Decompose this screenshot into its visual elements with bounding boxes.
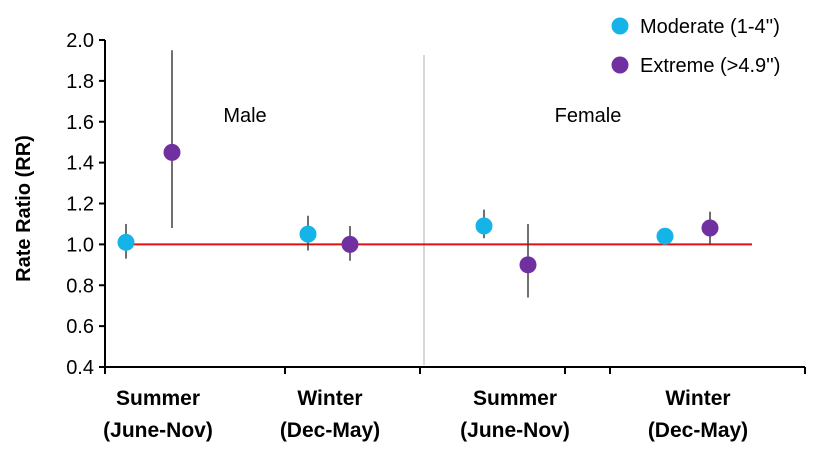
x-category-sublabel: (Dec-May): [648, 419, 748, 442]
x-category-label: Summer: [116, 387, 200, 410]
y-tick-label: 1.6: [66, 112, 94, 134]
x-category-sublabel: (Dec-May): [280, 419, 380, 442]
data-point: [475, 217, 493, 235]
x-category-label: Winter: [665, 387, 730, 410]
y-tick-label: 1.2: [66, 194, 94, 216]
data-point: [656, 227, 674, 245]
panel-label: Female: [555, 105, 622, 127]
legend-label: Moderate (1-4''): [640, 16, 780, 38]
legend-marker: [611, 17, 629, 35]
error-bars: [125, 50, 711, 298]
labels: Summer (June-Nov) Winter (Dec-May) Summer (Ju…: [103, 105, 748, 442]
data-point: [117, 233, 135, 251]
y-tick-label: 1.8: [66, 71, 94, 93]
axes: 0.4 0.6 0.8 1.0 1.2 1.4 1.6 1.8 2.0 Rate Ratio (R…: [13, 30, 806, 379]
y-tick-label: 0.4: [66, 357, 94, 379]
y-tick-label: 1.0: [66, 234, 94, 256]
y-tick-label: 1.4: [66, 153, 94, 175]
data-point: [519, 256, 537, 274]
data-point: [341, 235, 359, 253]
x-category-label: Summer: [473, 387, 557, 410]
data-point: [299, 225, 317, 243]
y-tick-label: 2.0: [66, 30, 94, 52]
y-tick-label: 0.6: [66, 316, 94, 338]
legend: Moderate (1-4'') Extreme (>4.9''): [611, 16, 780, 77]
data-point: [701, 219, 719, 237]
x-category-label: Winter: [297, 387, 362, 410]
data-point: [163, 143, 181, 161]
data-points: [117, 143, 719, 274]
panel-label: Male: [223, 105, 266, 127]
x-category-sublabel: (June-Nov): [460, 419, 570, 442]
y-tick-label: 0.8: [66, 275, 94, 297]
x-category-sublabel: (June-Nov): [103, 419, 213, 442]
y-axis-title: Rate Ratio (RR): [13, 135, 35, 282]
legend-marker: [611, 56, 629, 74]
legend-label: Extreme (>4.9''): [640, 55, 780, 77]
